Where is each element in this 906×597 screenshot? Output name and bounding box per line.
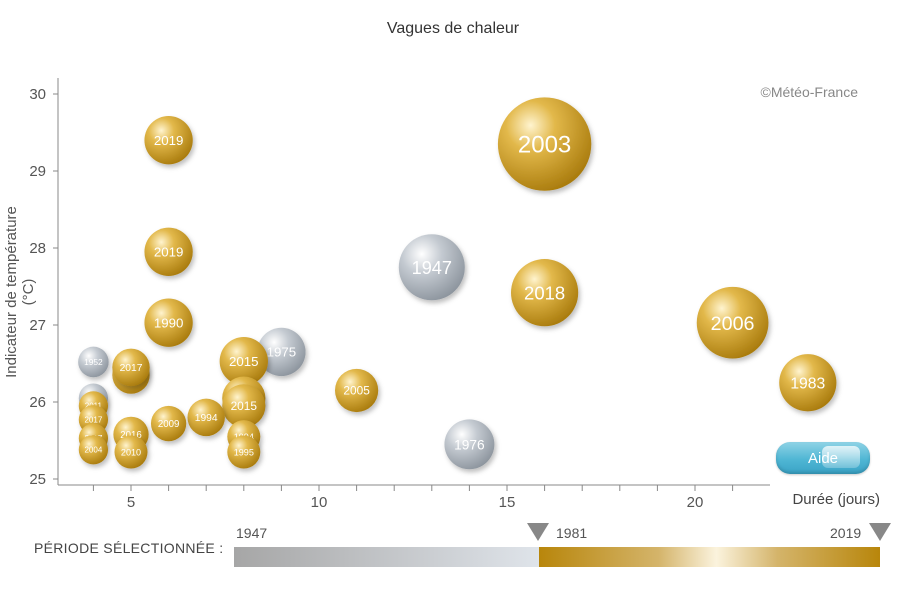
bubble-circle xyxy=(78,435,109,465)
period-slider-track[interactable] xyxy=(234,547,880,567)
bubble-circle xyxy=(112,348,150,387)
y-axis-label: Indicateur de température (°C) xyxy=(3,206,37,378)
bubble-label: 2016 xyxy=(120,430,142,441)
bubble-label: 2006 xyxy=(711,313,755,335)
x-tick-label: 20 xyxy=(687,494,704,511)
y-tick-label: 29 xyxy=(29,163,46,180)
bubble-1976[interactable]: 1976 xyxy=(444,419,495,470)
bubble-circle xyxy=(444,419,495,470)
bubble-label: 2009 xyxy=(158,419,180,430)
bubble-circle xyxy=(696,286,769,359)
bubble-label: 2019 xyxy=(154,133,184,148)
bubble-1947[interactable]: 1947 xyxy=(398,234,465,301)
bubble-2006[interactable]: 2006 xyxy=(696,286,769,359)
bubble-2015[interactable]: 2015 xyxy=(219,337,268,386)
y-tick-label: 26 xyxy=(29,394,46,411)
bubble-1994[interactable]: 1994 xyxy=(187,398,225,437)
bubble-label: 1990 xyxy=(154,315,184,330)
period-label: PÉRIODE SÉLECTIONNÉE : xyxy=(34,540,224,556)
help-button-highlight xyxy=(822,446,860,468)
bubble-label: 2017 xyxy=(120,363,143,374)
x-tick-label: 5 xyxy=(127,494,135,511)
bubble-1990[interactable]: 1990 xyxy=(144,298,193,347)
period-end-label: 2019 xyxy=(830,525,862,541)
bubble-label: 1952 xyxy=(84,357,103,367)
bubble-label: 1983 xyxy=(790,375,825,392)
bubble-label: 2004 xyxy=(84,446,102,455)
period-split-handle[interactable] xyxy=(527,523,549,541)
bubble-label: 1975 xyxy=(267,345,297,360)
bubble-label: 2003 xyxy=(518,132,571,159)
bubble-circle xyxy=(144,298,193,347)
bubble-circle xyxy=(510,259,579,327)
bubble-2004[interactable]: 2004 xyxy=(78,435,109,465)
x-axis-label: Durée (jours) xyxy=(792,491,880,508)
bubble-2015[interactable]: 2015 xyxy=(222,384,266,428)
bubble-label: 2019 xyxy=(154,245,184,260)
bubble-label: 2015 xyxy=(231,399,258,413)
x-tick-label: 15 xyxy=(499,494,516,511)
y-tick-label: 30 xyxy=(29,86,46,103)
bubble-circle xyxy=(144,116,193,165)
bubble-2019[interactable]: 2019 xyxy=(144,227,193,277)
bubble-2009[interactable]: 2009 xyxy=(150,405,187,442)
bubble-circle xyxy=(150,405,187,442)
bubble-circle xyxy=(222,384,266,428)
x-tick-label: 10 xyxy=(311,494,328,511)
bubble-circle xyxy=(779,354,837,412)
credit-label: ©Météo-France xyxy=(760,84,858,100)
bubble-1952[interactable]: 1952 xyxy=(78,346,109,378)
bubble-1983[interactable]: 1983 xyxy=(779,354,837,412)
period-segment-recent xyxy=(539,547,880,567)
bubble-label: 1994 xyxy=(195,413,218,424)
bubble-2003[interactable]: 2003 xyxy=(497,97,592,191)
bubble-circle xyxy=(114,435,148,469)
bubble-circle xyxy=(398,234,465,301)
y-tick-label: 27 xyxy=(29,317,46,334)
bubble-1975[interactable]: 1975 xyxy=(257,327,306,377)
help-button-label: Aide xyxy=(807,449,839,467)
bubble-2017[interactable]: 2017 xyxy=(112,348,150,387)
y-tick-label: 28 xyxy=(29,240,46,257)
bubble-circle xyxy=(497,97,592,191)
bubble-label: 2017 xyxy=(84,416,102,425)
bubble-2010[interactable]: 2010 xyxy=(114,435,148,469)
bubble-label: 1947 xyxy=(412,258,452,278)
bubble-2019[interactable]: 2019 xyxy=(144,116,193,165)
bubble-circle xyxy=(219,337,268,386)
y-tick-label: 25 xyxy=(29,471,46,488)
bubble-circle xyxy=(334,368,379,413)
bubble-2018[interactable]: 2018 xyxy=(510,259,579,327)
bubble-label: 1995 xyxy=(234,447,254,457)
period-end-handle[interactable] xyxy=(869,523,891,541)
period-segment-old xyxy=(234,547,539,567)
bubble-circle xyxy=(78,346,109,378)
chart-title: Vagues de chaleur xyxy=(386,20,520,37)
bubble-1995[interactable]: 1995 xyxy=(227,435,261,469)
bubble-circle xyxy=(144,227,193,277)
help-button[interactable]: Aide xyxy=(776,442,870,474)
bubble-label: 1976 xyxy=(454,437,485,452)
bubble-label: 2005 xyxy=(343,384,370,398)
bubble-circle xyxy=(187,398,225,437)
bubble-label: 2018 xyxy=(524,282,565,303)
bubble-circle xyxy=(257,327,306,377)
bubble-label: 2015 xyxy=(229,354,259,369)
period-split-label: 1981 xyxy=(556,525,588,541)
bubble-label: 2010 xyxy=(121,447,141,457)
bubble-2005[interactable]: 2005 xyxy=(334,368,379,413)
period-start-label: 1947 xyxy=(236,525,268,541)
bubble-circle xyxy=(227,435,261,469)
